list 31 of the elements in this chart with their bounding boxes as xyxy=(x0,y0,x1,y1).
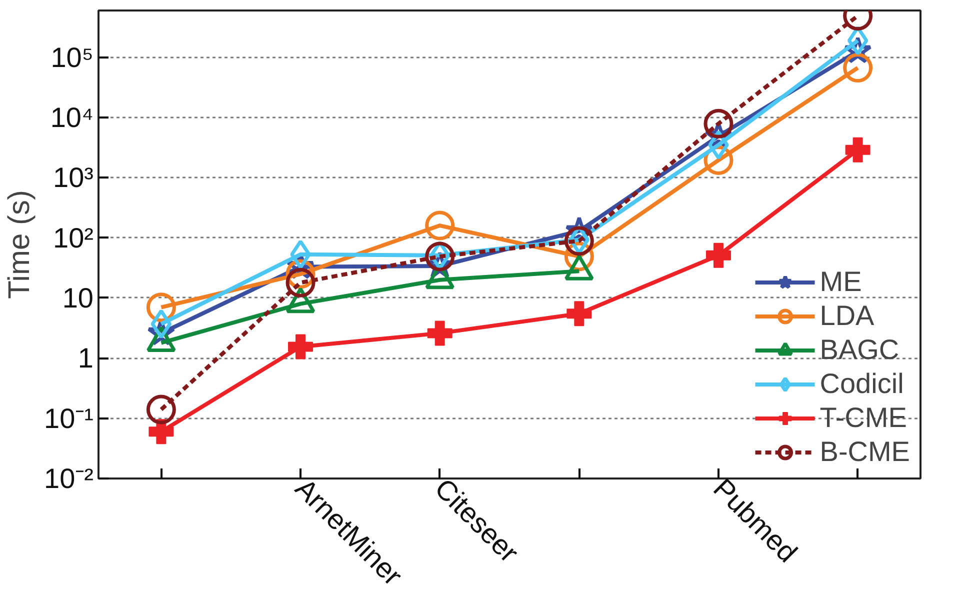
legend-label: B-CME xyxy=(820,436,910,468)
point xyxy=(843,53,873,83)
point xyxy=(288,334,314,360)
point xyxy=(425,242,455,272)
legend-label: LDA xyxy=(820,300,874,332)
point xyxy=(704,108,734,138)
legend-label: ME xyxy=(820,266,862,298)
point xyxy=(146,394,176,424)
legend-label: T-CME xyxy=(820,402,907,434)
legend-label: Codicil xyxy=(820,368,904,400)
point xyxy=(566,301,592,326)
y-tick-label: 10⁻² xyxy=(44,463,94,494)
y-tick-label: 10⁴ xyxy=(50,102,94,133)
legend-label: BAGC xyxy=(820,334,900,366)
point xyxy=(425,210,455,240)
point xyxy=(148,419,174,444)
y-tick-label: 10² xyxy=(53,222,94,254)
y-tick-label: 10 xyxy=(62,282,94,314)
point xyxy=(146,292,176,322)
point xyxy=(845,137,870,162)
point xyxy=(286,268,316,298)
y-tick-label: 10⁵ xyxy=(50,42,94,73)
y-tick-label: 10³ xyxy=(53,162,94,194)
point xyxy=(150,309,172,339)
point xyxy=(706,242,731,268)
point xyxy=(427,320,452,346)
y-axis-title: Time (s) xyxy=(3,190,36,299)
point xyxy=(290,240,311,270)
point xyxy=(564,226,594,256)
y-tick-label: 1 xyxy=(78,342,94,374)
y-tick-label: 10⁻¹ xyxy=(44,402,94,434)
